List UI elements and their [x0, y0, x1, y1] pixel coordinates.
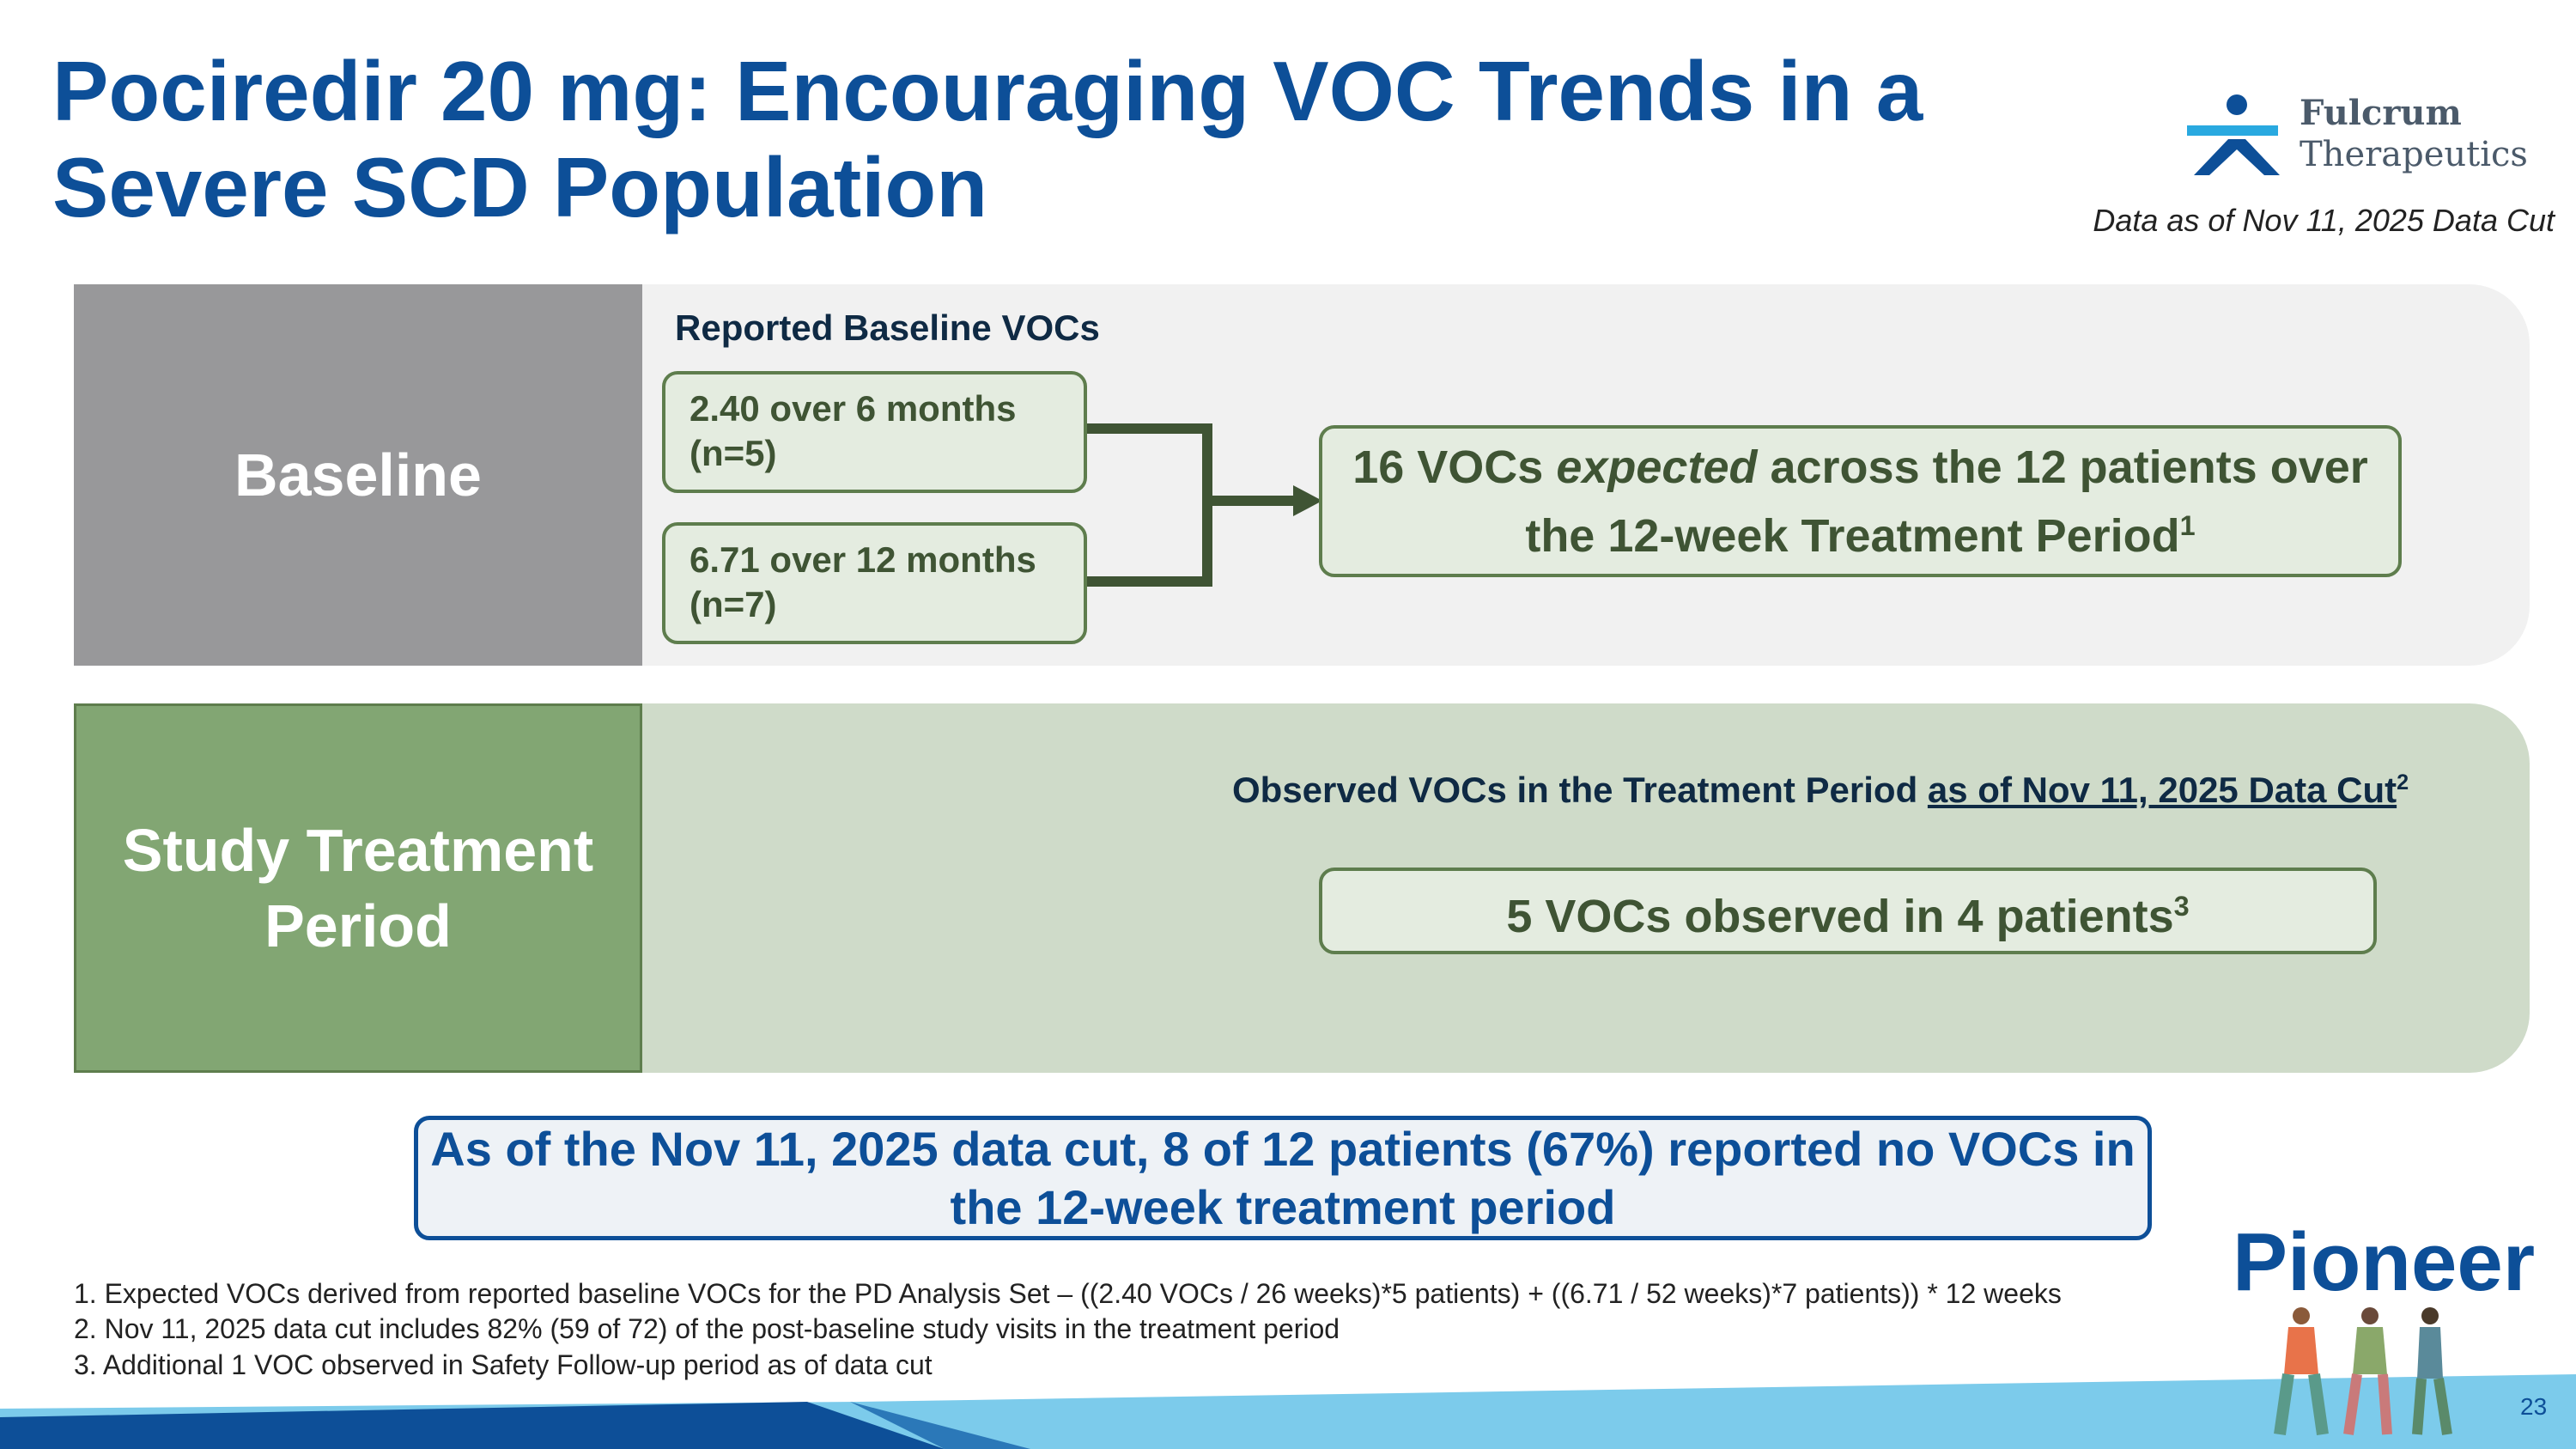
- box-text: (n=7): [690, 584, 777, 624]
- emphasis: expected: [1556, 441, 1758, 493]
- text: Observed VOCs in the Treatment Period: [1232, 770, 1918, 810]
- page-number: 23: [2520, 1393, 2548, 1420]
- box-text: (n=5): [690, 433, 777, 473]
- box-text: 6.71 over 12 months: [690, 539, 1036, 580]
- fulcrum-icon: [2187, 94, 2280, 175]
- observed-text: 5 VOCs observed in 4 patients3: [1506, 877, 2189, 946]
- box-text: 2.40 over 6 months: [690, 388, 1017, 429]
- text: 16 VOCs: [1352, 441, 1557, 493]
- treatment-label: Study Treatment Period: [74, 703, 642, 1073]
- footnote-ref: 1: [2179, 509, 2196, 541]
- baseline-label: Baseline: [74, 284, 642, 666]
- illustration: [2274, 1307, 2452, 1435]
- footnote: 3. Additional 1 VOC observed in Safety F…: [74, 1349, 933, 1380]
- expected-text: 16 VOCs expected across the 12 patients …: [1322, 438, 2398, 565]
- logo-text: Fulcrum Therapeutics: [2300, 93, 2528, 175]
- footnote-ref: 3: [2173, 890, 2190, 922]
- observed-box: 5 VOCs observed in 4 patients3: [1319, 868, 2377, 954]
- data-note: Data as of Nov 11, 2025 Data Cut: [2093, 203, 2555, 238]
- footer-band: [0, 1374, 2576, 1449]
- treatment-heading: Observed VOCs in the Treatment Period as…: [1232, 770, 2409, 811]
- baseline-box: 6.71 over 12 months (n=7): [662, 522, 1087, 644]
- text: across the 12 patients over the 12-week …: [1525, 441, 2368, 562]
- logo-subtitle: Therapeutics: [2300, 135, 2528, 174]
- text: 5 VOCs observed in 4 patients: [1506, 890, 2174, 942]
- link: as of Nov 11, 2025 Data Cut: [1927, 770, 2397, 810]
- footnote-ref: 2: [2397, 770, 2409, 795]
- brand-logo: Pioneer: [2233, 1216, 2536, 1308]
- baseline-heading: Reported Baseline VOCs: [675, 307, 1100, 348]
- footnote: 2. Nov 11, 2025 data cut includes 82% (5…: [74, 1313, 1340, 1344]
- logo-name: Fulcrum: [2300, 93, 2462, 133]
- title: Pociredir 20 mg: Encouraging VOC Trends …: [52, 44, 1923, 234]
- footnote: 1. Expected VOCs derived from reported b…: [74, 1278, 2062, 1309]
- callout: As of the Nov 11, 2025 data cut, 8 of 12…: [414, 1116, 2152, 1240]
- connector: [1087, 423, 1322, 587]
- expected-box: 16 VOCs expected across the 12 patients …: [1319, 425, 2402, 577]
- baseline-box: 2.40 over 6 months (n=5): [662, 371, 1087, 493]
